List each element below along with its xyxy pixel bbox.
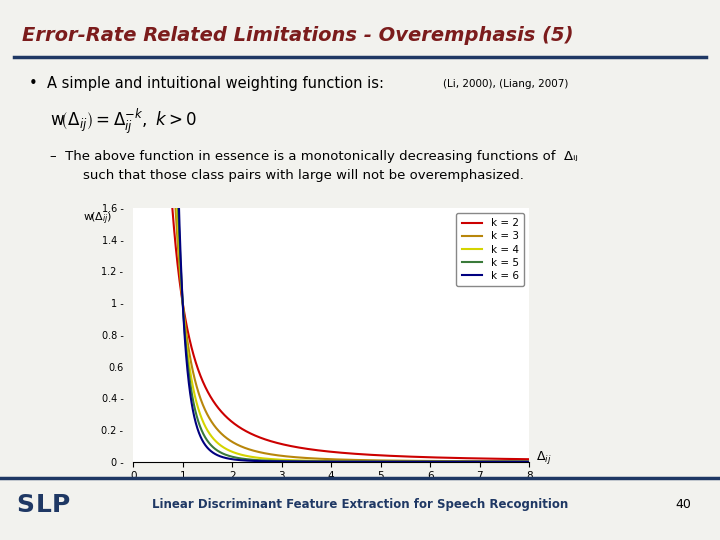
k = 4	[315, 458, 323, 464]
k = 6	[442, 458, 451, 465]
k = 4	[442, 458, 451, 465]
Text: L: L	[36, 494, 52, 517]
k = 4	[325, 458, 334, 464]
k = 2	[513, 456, 522, 462]
k = 2	[315, 447, 323, 454]
k = 2	[442, 455, 451, 461]
k = 6	[325, 458, 334, 465]
k = 3	[513, 458, 522, 464]
Line: k = 3: k = 3	[140, 183, 529, 461]
k = 5	[442, 458, 451, 465]
k = 3	[315, 455, 323, 462]
Text: such that those class pairs with large will not be overemphasized.: such that those class pairs with large w…	[83, 169, 523, 182]
Text: •  A simple and intuitional weighting function is:: • A simple and intuitional weighting fun…	[29, 76, 384, 91]
Line: k = 6: k = 6	[140, 183, 529, 462]
Text: 40: 40	[675, 498, 691, 511]
k = 3	[136, 179, 145, 186]
k = 2	[513, 456, 522, 462]
k = 2	[325, 448, 334, 455]
k = 5	[525, 458, 534, 465]
k = 5	[136, 179, 145, 186]
k = 4	[156, 179, 165, 186]
k = 5	[513, 458, 522, 465]
k = 4	[513, 458, 522, 465]
Text: $\mathrm{w}\!\left(\Delta_{ij}\right)=\Delta_{ij}^{-k},\ k>0$: $\mathrm{w}\!\left(\Delta_{ij}\right)=\D…	[50, 107, 197, 136]
Legend: k = 2, k = 3, k = 4, k = 5, k = 6: k = 2, k = 3, k = 4, k = 5, k = 6	[456, 213, 524, 286]
k = 3	[156, 179, 165, 186]
k = 3	[513, 458, 522, 464]
k = 3	[525, 458, 534, 464]
k = 6	[156, 179, 165, 186]
Text: Error-Rate Related Limitations - Overemphasis (5): Error-Rate Related Limitations - Overemp…	[22, 25, 573, 45]
k = 5	[156, 179, 165, 186]
Line: k = 5: k = 5	[140, 183, 529, 462]
k = 3	[442, 458, 451, 464]
Line: k = 2: k = 2	[140, 183, 529, 459]
k = 5	[315, 458, 323, 465]
Line: k = 4: k = 4	[140, 183, 529, 462]
k = 6	[513, 458, 522, 465]
k = 4	[525, 458, 534, 465]
Text: $\Delta_{ij}$: $\Delta_{ij}$	[536, 449, 552, 467]
k = 4	[136, 179, 145, 186]
k = 2	[156, 179, 165, 186]
k = 6	[136, 179, 145, 186]
k = 5	[513, 458, 522, 465]
k = 6	[513, 458, 522, 465]
k = 2	[136, 179, 145, 186]
Text: $\mathrm{w}\!\left(\Delta_{ij}\right)$: $\mathrm{w}\!\left(\Delta_{ij}\right)$	[83, 211, 112, 227]
Text: Linear Discriminant Feature Extraction for Speech Recognition: Linear Discriminant Feature Extraction f…	[152, 498, 568, 511]
k = 2	[525, 456, 534, 462]
k = 3	[325, 456, 334, 462]
k = 5	[325, 458, 334, 465]
Text: (Li, 2000), (Liang, 2007): (Li, 2000), (Liang, 2007)	[443, 79, 568, 89]
k = 4	[513, 458, 522, 465]
k = 6	[525, 458, 534, 465]
Text: P: P	[52, 494, 71, 517]
Text: –  The above function in essence is a monotonically decreasing functions of  Δᵢⱼ: – The above function in essence is a mon…	[50, 150, 578, 163]
k = 6	[315, 458, 323, 465]
Text: S: S	[16, 494, 34, 517]
